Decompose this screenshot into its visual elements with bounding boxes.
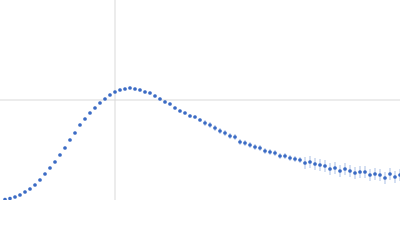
data-point — [143, 90, 147, 94]
data-point — [38, 178, 42, 182]
data-point — [223, 131, 227, 135]
data-point — [138, 88, 142, 92]
data-point — [348, 169, 352, 173]
data-point — [353, 171, 357, 175]
data-point — [3, 197, 7, 200]
data-point — [208, 123, 212, 127]
data-point — [263, 149, 267, 153]
data-point — [98, 101, 102, 105]
data-point — [63, 146, 67, 150]
data-point — [163, 100, 167, 104]
data-point — [278, 154, 282, 158]
data-point — [388, 172, 392, 176]
data-point — [148, 91, 152, 95]
data-point — [273, 151, 277, 155]
data-point — [253, 145, 257, 149]
data-point — [298, 158, 302, 162]
data-point — [123, 87, 127, 91]
data-point — [18, 193, 22, 197]
data-point — [328, 167, 332, 171]
data-point — [213, 126, 217, 130]
data-point — [128, 86, 132, 90]
data-point — [93, 106, 97, 110]
data-point — [53, 160, 57, 164]
data-point — [368, 173, 372, 177]
data-point — [183, 111, 187, 115]
data-point — [248, 143, 252, 147]
data-point — [193, 115, 197, 119]
data-point — [43, 172, 47, 176]
data-point — [188, 114, 192, 118]
data-point — [323, 164, 327, 168]
data-point — [228, 134, 232, 138]
data-point — [88, 111, 92, 115]
data-point — [168, 102, 172, 106]
data-point — [233, 135, 237, 139]
data-point — [103, 97, 107, 101]
data-point — [243, 141, 247, 145]
data-point — [383, 176, 387, 180]
data-point — [158, 97, 162, 101]
data-point — [333, 166, 337, 170]
data-point — [268, 150, 272, 154]
data-point — [108, 93, 112, 97]
data-point — [13, 195, 17, 199]
data-point — [83, 117, 87, 121]
data-point — [358, 170, 362, 174]
data-point — [373, 172, 377, 176]
data-point — [308, 160, 312, 164]
data-point — [338, 169, 342, 173]
data-point — [218, 129, 222, 133]
data-point — [133, 87, 137, 91]
data-point — [28, 187, 32, 191]
data-point — [33, 183, 37, 187]
data-point — [113, 90, 117, 94]
data-point — [173, 106, 177, 110]
data-point — [203, 121, 207, 125]
data-point — [178, 109, 182, 113]
data-point — [288, 156, 292, 160]
data-point — [8, 196, 12, 200]
data-point — [318, 163, 322, 167]
data-point — [73, 131, 77, 135]
chart — [0, 0, 400, 200]
data-point — [23, 190, 27, 194]
data-point — [68, 138, 72, 142]
data-point — [238, 140, 242, 144]
data-point — [303, 161, 307, 165]
data-point — [293, 157, 297, 161]
data-point — [363, 170, 367, 174]
data-point — [198, 118, 202, 122]
data-point — [283, 154, 287, 158]
data-point — [378, 173, 382, 177]
data-point — [343, 167, 347, 171]
data-point — [153, 94, 157, 98]
data-point — [118, 88, 122, 92]
data-point — [48, 166, 52, 170]
data-point — [58, 153, 62, 157]
data-point — [258, 146, 262, 150]
data-point — [313, 162, 317, 166]
data-point — [78, 123, 82, 127]
data-point — [393, 175, 397, 179]
